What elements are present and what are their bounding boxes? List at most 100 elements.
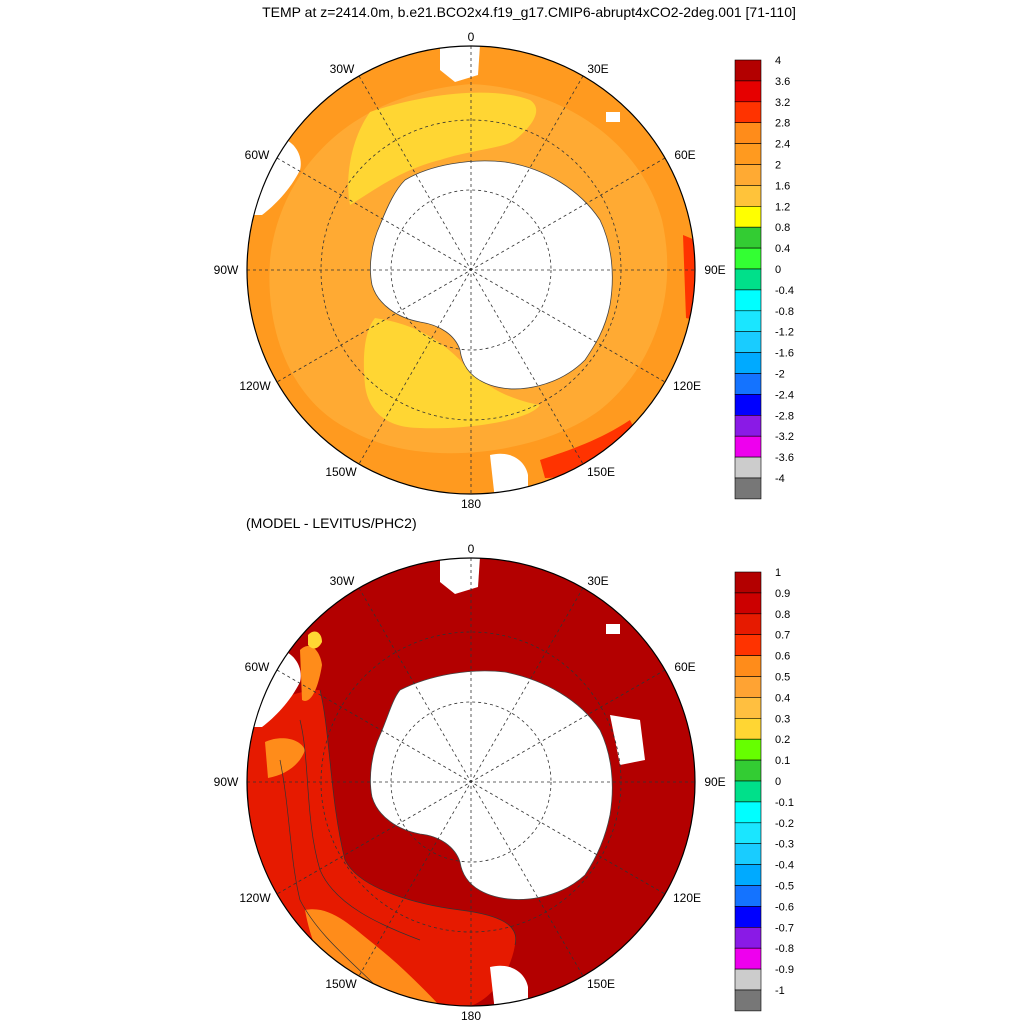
colorbar-swatch [734, 247, 762, 270]
colorbar-swatch [734, 592, 762, 615]
top-lon-label: 150E [587, 465, 615, 479]
top-colorbar: 4 3.6 3.2 2.8 2.4 2 1.6 1.2 0.8 0.4 0 -0.4 -0.8 -1.2 -… [734, 55, 794, 500]
colorbar-swatch [734, 717, 762, 740]
colorbar-tick-label: 2.4 [775, 139, 790, 151]
colorbar-tick-label: -0.9 [775, 964, 794, 976]
top-lon-label: 30E [587, 62, 608, 76]
colorbar-tick-label: 0.6 [775, 651, 790, 663]
colorbar-swatch [734, 143, 762, 165]
colorbar-tick-label: 0.8 [775, 609, 790, 621]
colorbar-swatch [734, 394, 762, 416]
top-longitude-labels: 0 30E 60E 90E 120E 150E 180 150W 120W 90… [214, 30, 726, 511]
bottom-lon-label: 30E [587, 574, 608, 588]
colorbar-tick-label: -1.2 [775, 327, 794, 339]
colorbar-swatch [734, 906, 762, 928]
colorbar-swatch [734, 414, 762, 437]
bottom-contours [279, 689, 517, 991]
colorbar-tick-label: -4 [775, 473, 785, 485]
bottom-lon-label: 60E [674, 660, 695, 674]
colorbar-tick-label: 3.6 [775, 76, 790, 88]
colorbar-tick-label: 0 [775, 264, 781, 276]
top-map-border [246, 45, 696, 495]
colorbar-swatch [734, 864, 762, 886]
top-red-patch-east [683, 235, 695, 320]
bottom-land-island [606, 624, 620, 634]
colorbar-tick-label: 4 [775, 55, 781, 67]
bottom-lon-label: 30W [330, 574, 355, 588]
colorbar-swatch [734, 185, 762, 207]
colorbar-swatch [734, 843, 762, 865]
colorbar-swatch [734, 352, 762, 374]
colorbar-tick-label: 0 [775, 776, 781, 788]
bottom-lon-label: 150W [325, 977, 357, 991]
colorbar-swatch [734, 634, 762, 656]
colorbar-swatch [734, 164, 762, 186]
colorbar-swatch [734, 968, 762, 991]
colorbar-tick-label: 0.7 [775, 630, 790, 642]
colorbar-tick-label: -3.6 [775, 452, 794, 464]
colorbar-swatch [734, 373, 762, 395]
bottom-lon-label: 120E [673, 891, 701, 905]
colorbar-tick-label: 0.9 [775, 588, 790, 600]
colorbar-swatch [734, 571, 762, 594]
colorbar-swatch [734, 289, 762, 312]
bottom-lon-label: 90W [214, 775, 239, 789]
colorbar-swatch [734, 101, 762, 124]
difference-subtitle: (MODEL - LEVITUS/PHC2) [246, 515, 417, 531]
top-lon-label: 30W [330, 62, 355, 76]
colorbar-tick-label: 0.8 [775, 222, 790, 234]
colorbar-swatch [734, 435, 762, 458]
colorbar-swatch [734, 947, 762, 970]
bottom-lon-label: 120W [239, 891, 271, 905]
colorbar-tick-label: 0.3 [775, 713, 790, 725]
top-lon-label: 150W [325, 465, 357, 479]
bottom-longitude-labels: 0 30E 60E 90E 120E 150E 180 150W 120W 90… [214, 542, 726, 1023]
top-lon-label: 90E [704, 263, 725, 277]
colorbar-tick-label: -0.5 [775, 881, 794, 893]
bottom-lon-label: 60W [245, 660, 270, 674]
colorbar-swatch [734, 780, 762, 803]
bottom-orange-patch-north [300, 645, 322, 701]
colorbar-swatch [734, 613, 762, 635]
top-yellow-pacific [363, 318, 540, 429]
top-lon-label: 0 [468, 30, 475, 44]
colorbar-swatch [734, 80, 762, 103]
colorbar-tick-label: -2 [775, 369, 785, 381]
bottom-land-east-coast [610, 715, 645, 765]
top-yellow-atlantic [348, 92, 537, 205]
colorbar-tick-label: -2.8 [775, 410, 794, 422]
bottom-lon-label: 150E [587, 977, 615, 991]
colorbar-swatch [734, 738, 762, 761]
colorbar-swatch [734, 310, 762, 332]
colorbar-tick-label: 0.2 [775, 734, 790, 746]
colorbar-tick-label: -0.7 [775, 922, 794, 934]
colorbar-swatch [734, 759, 762, 782]
colorbar-tick-label: -0.8 [775, 306, 794, 318]
colorbar-tick-label: -0.8 [775, 943, 794, 955]
colorbar-tick-label: 2.8 [775, 118, 790, 130]
colorbar-swatch [734, 801, 762, 824]
colorbar-swatch [734, 676, 762, 698]
bottom-orange-patch-west [265, 738, 305, 778]
colorbar-tick-label: -2.4 [775, 389, 794, 401]
colorbar-tick-label: 1 [775, 567, 781, 579]
top-lon-label: 180 [461, 497, 481, 511]
colorbar-tick-label: -0.2 [775, 818, 794, 830]
colorbar-swatch [734, 59, 762, 82]
top-lon-label: 120W [239, 379, 271, 393]
top-antarctica [370, 160, 613, 390]
colorbar-tick-label: 0.4 [775, 243, 790, 255]
colorbar-tick-label: -0.4 [775, 285, 794, 297]
colorbar-tick-label: 1.2 [775, 201, 790, 213]
colorbar-tick-label: -1 [775, 985, 785, 997]
bottom-map: 0 30E 60E 90E 120E 150E 180 150W 120W 90… [214, 542, 726, 1023]
colorbar-tick-label: 0.5 [775, 672, 790, 684]
colorbar-swatch [734, 268, 762, 291]
bottom-map-border [246, 557, 696, 1007]
bottom-lon-label: 90E [704, 775, 725, 789]
colorbar-tick-label: -3.2 [775, 431, 794, 443]
colorbar-tick-label: 0.1 [775, 755, 790, 767]
bottom-antarctica [370, 670, 613, 900]
colorbar-swatch [734, 206, 762, 228]
